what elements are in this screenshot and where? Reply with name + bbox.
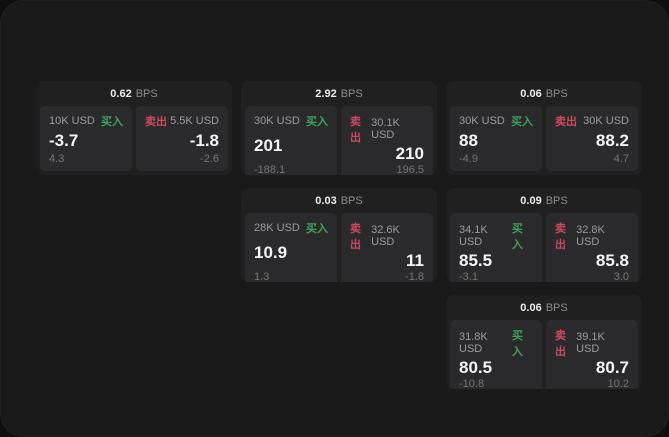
- sell-price: 88.2: [595, 130, 629, 150]
- buy-price: 80.5: [459, 358, 493, 377]
- quote-card-body: 10K USD 买入 -3.7 4.3 卖出 5.5K USD -1.8 -2.…: [36, 106, 232, 175]
- buy-price: 85.5: [459, 251, 493, 270]
- buy-delta: -3.1: [459, 270, 478, 282]
- sell-action-label: 卖出: [350, 223, 361, 251]
- quote-card: 0.09 BPS 34.1K USD 买入 85.5 -3.1 卖出 32.8K…: [446, 188, 642, 282]
- sell-delta: 4.7: [613, 153, 629, 165]
- sell-action-label: 卖出: [145, 116, 167, 128]
- quote-card: 0.03 BPS 28K USD 买入 10.9 1.3 卖出 32.6K US…: [241, 188, 437, 282]
- bps-header: 0.06 BPS: [446, 295, 642, 320]
- quote-card-body: 30K USD 买入 88 -4.9 卖出 30K USD 88.2 4.7: [446, 106, 642, 175]
- quote-card-body: 30K USD 买入 201 -188.1 卖出 30.1K USD 210 1…: [241, 106, 437, 175]
- bps-header: 0.62 BPS: [36, 81, 232, 106]
- sell-price: 210: [395, 144, 424, 163]
- buy-price: 201: [254, 136, 283, 155]
- quote-card-grid: 0.62 BPS 10K USD 买入 -3.7 4.3 卖出 5.5K USD: [36, 81, 642, 389]
- bps-unit-label: BPS: [340, 194, 363, 207]
- buy-action-label: 买入: [511, 116, 533, 128]
- buy-action-label: 买入: [306, 223, 328, 235]
- quote-card-body: 31.8K USD 买入 80.5 -10.8 卖出 39.1K USD 80.…: [446, 320, 642, 389]
- bps-unit-label: BPS: [545, 301, 568, 314]
- sell-amount: 30K USD: [583, 115, 629, 127]
- buy-amount: 31.8K USD: [459, 331, 488, 355]
- bps-value: 0.62: [110, 87, 132, 100]
- buy-price: 10.9: [254, 243, 288, 262]
- sell-tile[interactable]: 卖出 32.6K USD 11 -1.8: [341, 213, 433, 282]
- sell-tile[interactable]: 卖出 32.8K USD 85.8 3.0: [546, 213, 638, 282]
- sell-tile[interactable]: 卖出 30.1K USD 210 196.5: [341, 106, 433, 175]
- sell-price: 85.8: [595, 251, 629, 270]
- buy-delta: 4.3: [49, 153, 65, 165]
- sell-delta: 196.5: [396, 163, 424, 175]
- sell-action-label: 卖出: [555, 330, 566, 358]
- buy-amount: 10K USD: [49, 115, 95, 127]
- bps-unit-label: BPS: [545, 194, 568, 207]
- sell-price: 11: [406, 251, 424, 270]
- bps-value: 0.06: [520, 87, 542, 100]
- sell-delta: 3.0: [613, 270, 629, 282]
- buy-delta: 1.3: [254, 270, 270, 282]
- buy-delta: -188.1: [254, 163, 286, 175]
- quote-card: 2.92 BPS 30K USD 买入 201 -188.1 卖出 30.1K …: [241, 81, 437, 175]
- buy-tile[interactable]: 30K USD 买入 88 -4.9: [450, 106, 542, 171]
- buy-price: -3.7: [49, 130, 79, 150]
- bps-value: 0.09: [520, 194, 542, 207]
- bps-header: 2.92 BPS: [241, 81, 437, 106]
- buy-amount: 28K USD: [254, 222, 300, 234]
- bps-header: 0.03 BPS: [241, 188, 437, 213]
- bps-value: 2.92: [315, 87, 337, 100]
- sell-delta: -1.8: [405, 270, 424, 282]
- bps-value: 0.03: [315, 194, 337, 207]
- buy-tile[interactable]: 28K USD 买入 10.9 1.3: [245, 213, 337, 282]
- buy-delta: -10.8: [459, 377, 485, 389]
- sell-amount: 32.8K USD: [576, 224, 605, 248]
- sell-price: -1.8: [189, 130, 219, 150]
- quote-card-body: 34.1K USD 买入 85.5 -3.1 卖出 32.8K USD 85.8…: [446, 213, 642, 282]
- sell-amount: 39.1K USD: [576, 331, 605, 355]
- buy-tile[interactable]: 10K USD 买入 -3.7 4.3: [40, 106, 132, 171]
- bps-unit-label: BPS: [340, 87, 363, 100]
- buy-action-label: 买入: [306, 116, 328, 128]
- sell-tile[interactable]: 卖出 5.5K USD -1.8 -2.6: [136, 106, 228, 171]
- buy-price: 88: [459, 130, 478, 150]
- buy-amount: 34.1K USD: [459, 224, 488, 248]
- sell-delta: 10.2: [607, 377, 629, 389]
- sell-action-label: 卖出: [350, 116, 361, 144]
- buy-amount: 30K USD: [459, 115, 505, 127]
- sell-action-label: 卖出: [555, 116, 577, 128]
- quote-card: 0.06 BPS 31.8K USD 买入 80.5 -10.8 卖出 39.1…: [446, 295, 642, 389]
- quote-card: 0.06 BPS 30K USD 买入 88 -4.9 卖出 30K USD: [446, 81, 642, 175]
- sell-tile[interactable]: 卖出 39.1K USD 80.7 10.2: [546, 320, 638, 389]
- buy-tile[interactable]: 31.8K USD 买入 80.5 -10.8: [450, 320, 542, 389]
- buy-action-label: 买入: [101, 116, 123, 128]
- buy-tile[interactable]: 34.1K USD 买入 85.5 -3.1: [450, 213, 542, 282]
- quote-card: 0.62 BPS 10K USD 买入 -3.7 4.3 卖出 5.5K USD: [36, 81, 232, 175]
- sell-price: 80.7: [595, 358, 629, 377]
- buy-tile[interactable]: 30K USD 买入 201 -188.1: [245, 106, 337, 175]
- bps-header: 0.09 BPS: [446, 188, 642, 213]
- bps-unit-label: BPS: [135, 87, 158, 100]
- sell-action-label: 卖出: [555, 223, 566, 251]
- sell-amount: 32.6K USD: [371, 224, 400, 248]
- buy-action-label: 买入: [511, 223, 523, 251]
- bps-unit-label: BPS: [545, 87, 568, 100]
- quote-card-body: 28K USD 买入 10.9 1.3 卖出 32.6K USD 11 -1.8: [241, 213, 437, 282]
- bps-header: 0.06 BPS: [446, 81, 642, 106]
- buy-action-label: 买入: [511, 330, 523, 358]
- buy-amount: 30K USD: [254, 115, 300, 127]
- sell-delta: -2.6: [200, 153, 219, 165]
- buy-delta: -4.9: [459, 153, 478, 165]
- sell-amount: 30.1K USD: [371, 117, 400, 141]
- sell-tile[interactable]: 卖出 30K USD 88.2 4.7: [546, 106, 638, 171]
- bps-value: 0.06: [520, 301, 542, 314]
- sell-amount: 5.5K USD: [170, 115, 219, 127]
